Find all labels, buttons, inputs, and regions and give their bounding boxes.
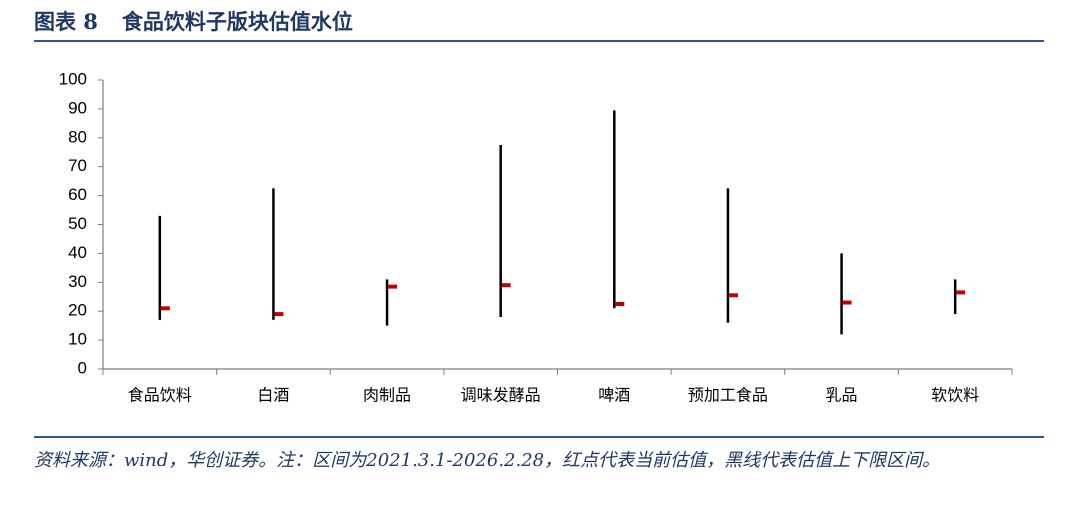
x-tick-label: 调味发酵品 — [461, 386, 541, 405]
source-note: 资料来源：wind，华创证券。注：区间为2021.3.1-2026.2.28，红… — [34, 450, 941, 471]
y-tick-label: 20 — [68, 301, 87, 320]
chart-title: 食品饮料子版块估值水位 — [121, 9, 353, 34]
y-tick-label: 0 — [78, 358, 87, 377]
y-tick-label: 40 — [68, 243, 87, 262]
y-tick-label: 70 — [68, 156, 87, 175]
x-tick-label: 白酒 — [257, 386, 289, 405]
x-tick-label: 预加工食品 — [688, 386, 768, 405]
title-block: 图表 8 食品饮料子版块估值水位 — [34, 6, 377, 36]
x-tick-label: 啤酒 — [598, 386, 630, 405]
y-tick-label: 50 — [68, 214, 87, 233]
y-tick-label: 10 — [68, 330, 87, 349]
chart: 0 10 20 30 40 50 60 70 80 90 100 食品饮料 白酒 肉制品 调味发酵品 啤酒 预加… — [59, 69, 1013, 405]
x-tick-label: 软饮料 — [931, 386, 979, 405]
source-rule — [34, 436, 1044, 438]
title-rule — [34, 40, 1044, 42]
y-tick-label: 60 — [68, 185, 87, 204]
x-tick-label: 乳品 — [826, 386, 858, 405]
y-tick-label: 90 — [68, 98, 87, 117]
y-tick-label: 30 — [68, 272, 87, 291]
x-tick-label: 肉制品 — [363, 386, 411, 405]
figure-label: 图表 8 — [34, 9, 98, 34]
x-tick-label: 食品饮料 — [128, 386, 192, 405]
y-tick-label: 80 — [68, 127, 87, 146]
y-tick-label: 100 — [59, 69, 87, 88]
